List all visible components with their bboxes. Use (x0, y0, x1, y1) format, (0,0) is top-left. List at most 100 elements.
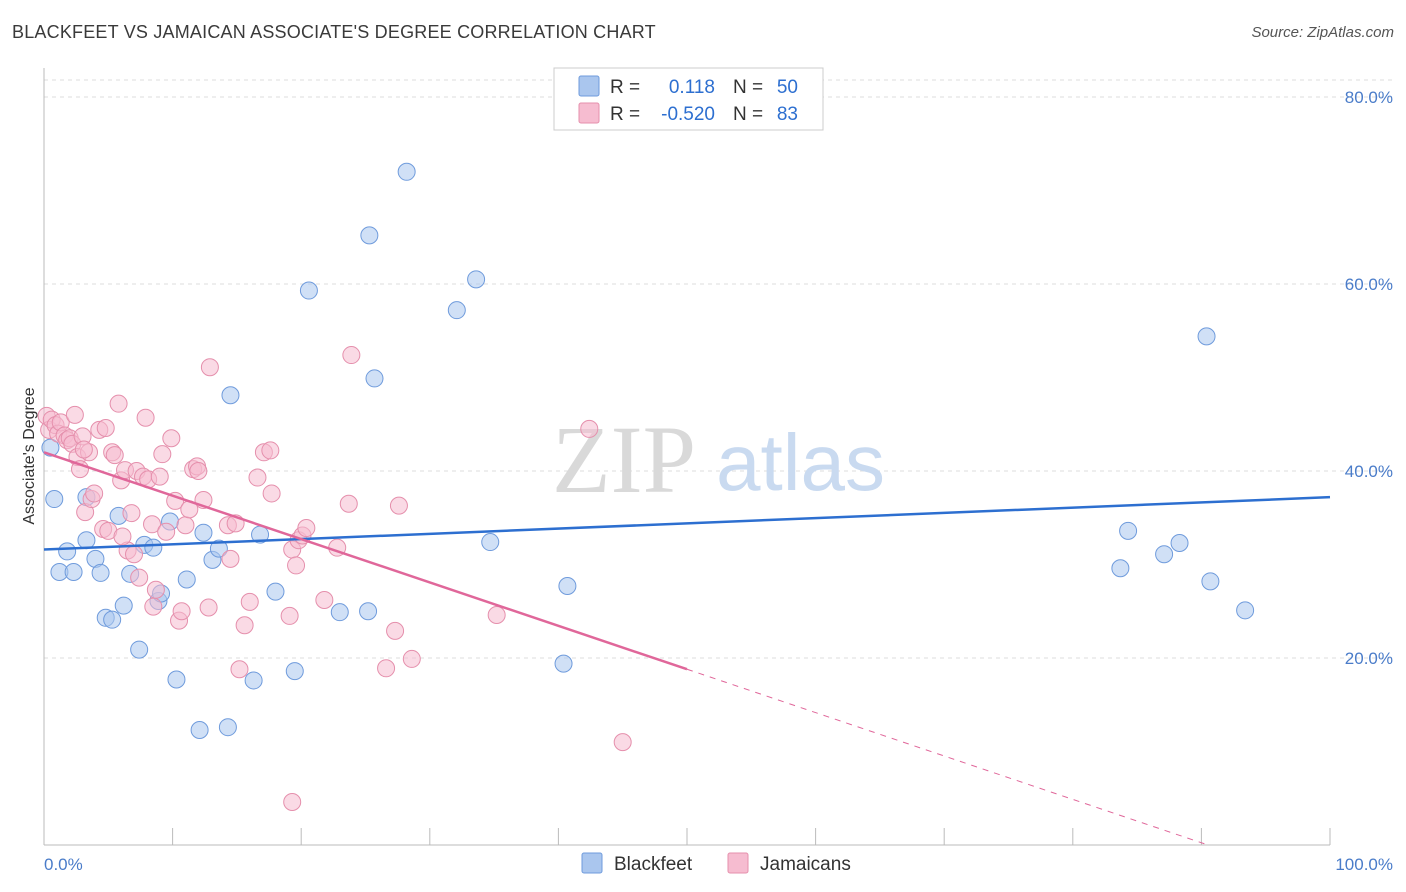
point-blackfeet (244, 671, 263, 690)
point-blackfeet (397, 162, 416, 181)
point-jamaicans (109, 394, 128, 413)
point-jamaicans (248, 468, 267, 487)
point-jamaicans (200, 358, 219, 377)
point-jamaicans (377, 659, 396, 678)
watermark: ZIP atlas (552, 406, 885, 513)
point-blackfeet (285, 662, 304, 681)
series-legend: Blackfeet Jamaicans (581, 852, 851, 875)
chart-title: BLACKFEET VS JAMAICAN ASSOCIATE'S DEGREE… (12, 22, 656, 42)
point-blackfeet (365, 369, 384, 388)
watermark-atlas: atlas (716, 418, 885, 507)
point-blackfeet (481, 533, 500, 552)
y-axis-title: Associate's Degree (21, 387, 38, 524)
point-jamaicans (280, 606, 299, 625)
point-jamaicans (262, 484, 281, 503)
legend-swatch-blackfeet (578, 75, 600, 97)
legend-n-value: 50 (777, 77, 798, 98)
legend-label-blackfeet: Blackfeet (614, 854, 693, 875)
point-jamaicans (157, 522, 176, 541)
y-tick-labels: 20.0% 40.0% 60.0% 80.0% (1345, 88, 1393, 668)
point-blackfeet (1201, 572, 1220, 591)
gridlines (44, 79, 1392, 659)
point-jamaicans (389, 496, 408, 515)
x-tick-label: 100.0% (1335, 855, 1393, 874)
trend-lines (43, 451, 1331, 846)
point-jamaicans (74, 440, 93, 459)
point-jamaicans (235, 616, 254, 635)
point-blackfeet (467, 270, 486, 289)
point-blackfeet (77, 531, 96, 550)
stats-legend: R = 0.118 N = 50 R = -0.520 N = 83 (553, 67, 824, 131)
point-blackfeet (1111, 559, 1130, 578)
point-jamaicans (113, 527, 132, 546)
source-note: Source: ZipAtlas.com (1251, 24, 1394, 41)
point-jamaicans (613, 733, 632, 752)
y-tick-label: 60.0% (1345, 275, 1393, 294)
point-jamaicans (162, 429, 181, 448)
point-blackfeet (144, 538, 163, 557)
point-jamaicans (153, 445, 172, 464)
point-blackfeet (359, 602, 378, 621)
point-jamaicans (240, 592, 259, 611)
y-tick-label: 20.0% (1345, 649, 1393, 668)
point-jamaicans (189, 462, 208, 480)
point-blackfeet (1236, 601, 1255, 620)
point-blackfeet (194, 523, 213, 542)
point-jamaicans (105, 446, 124, 465)
point-jamaicans (136, 408, 155, 427)
point-blackfeet (558, 577, 577, 596)
point-blackfeet (330, 603, 349, 622)
legend-n-label: N = (733, 77, 763, 98)
legend-label-jamaicans: Jamaicans (760, 854, 851, 875)
point-jamaicans (339, 494, 358, 513)
point-blackfeet (58, 542, 77, 561)
point-blackfeet (1119, 521, 1138, 540)
legend-swatch-jamaicans (578, 102, 600, 124)
x-tick-label: 0.0% (44, 855, 83, 874)
point-blackfeet (360, 226, 379, 245)
legend-n-value: 83 (777, 104, 798, 125)
point-jamaicans (146, 580, 165, 599)
watermark-zip: ZIP (552, 406, 696, 513)
point-blackfeet (447, 301, 466, 320)
y-tick-label: 40.0% (1345, 462, 1393, 481)
x-tick-labels: 0.0% 100.0% (44, 855, 1393, 874)
point-jamaicans (287, 556, 306, 575)
point-jamaicans (402, 649, 421, 668)
legend-swatch-blackfeet (581, 852, 603, 874)
point-jamaicans (487, 605, 506, 624)
point-jamaicans (342, 346, 361, 365)
point-jamaicans (172, 602, 191, 621)
point-jamaicans (150, 467, 169, 486)
trend-line-blackfeet (43, 495, 1331, 551)
point-jamaicans (315, 591, 334, 610)
point-blackfeet (91, 563, 110, 582)
point-jamaicans (199, 598, 218, 617)
point-jamaicans (221, 549, 240, 568)
point-jamaicans (143, 515, 162, 534)
point-jamaicans (261, 441, 280, 460)
point-jamaicans (386, 621, 405, 640)
point-blackfeet (1197, 327, 1216, 346)
point-jamaicans (144, 597, 163, 616)
point-blackfeet (114, 596, 133, 615)
legend-r-label: R = (610, 104, 640, 125)
legend-r-value: -0.520 (661, 104, 715, 125)
legend-swatch-jamaicans (727, 852, 749, 874)
point-blackfeet (221, 386, 240, 405)
point-jamaicans (176, 516, 195, 535)
point-blackfeet (266, 582, 285, 601)
point-blackfeet (177, 570, 196, 589)
point-jamaicans (125, 545, 144, 564)
point-jamaicans (297, 519, 316, 538)
point-blackfeet (130, 640, 149, 659)
point-jamaicans (580, 419, 599, 438)
point-blackfeet (1155, 545, 1174, 564)
axes (43, 68, 1331, 846)
point-blackfeet (45, 490, 64, 509)
point-jamaicans (96, 418, 115, 437)
trend-line-extension (686, 668, 1209, 846)
point-blackfeet (64, 562, 83, 581)
point-jamaicans (283, 792, 302, 811)
